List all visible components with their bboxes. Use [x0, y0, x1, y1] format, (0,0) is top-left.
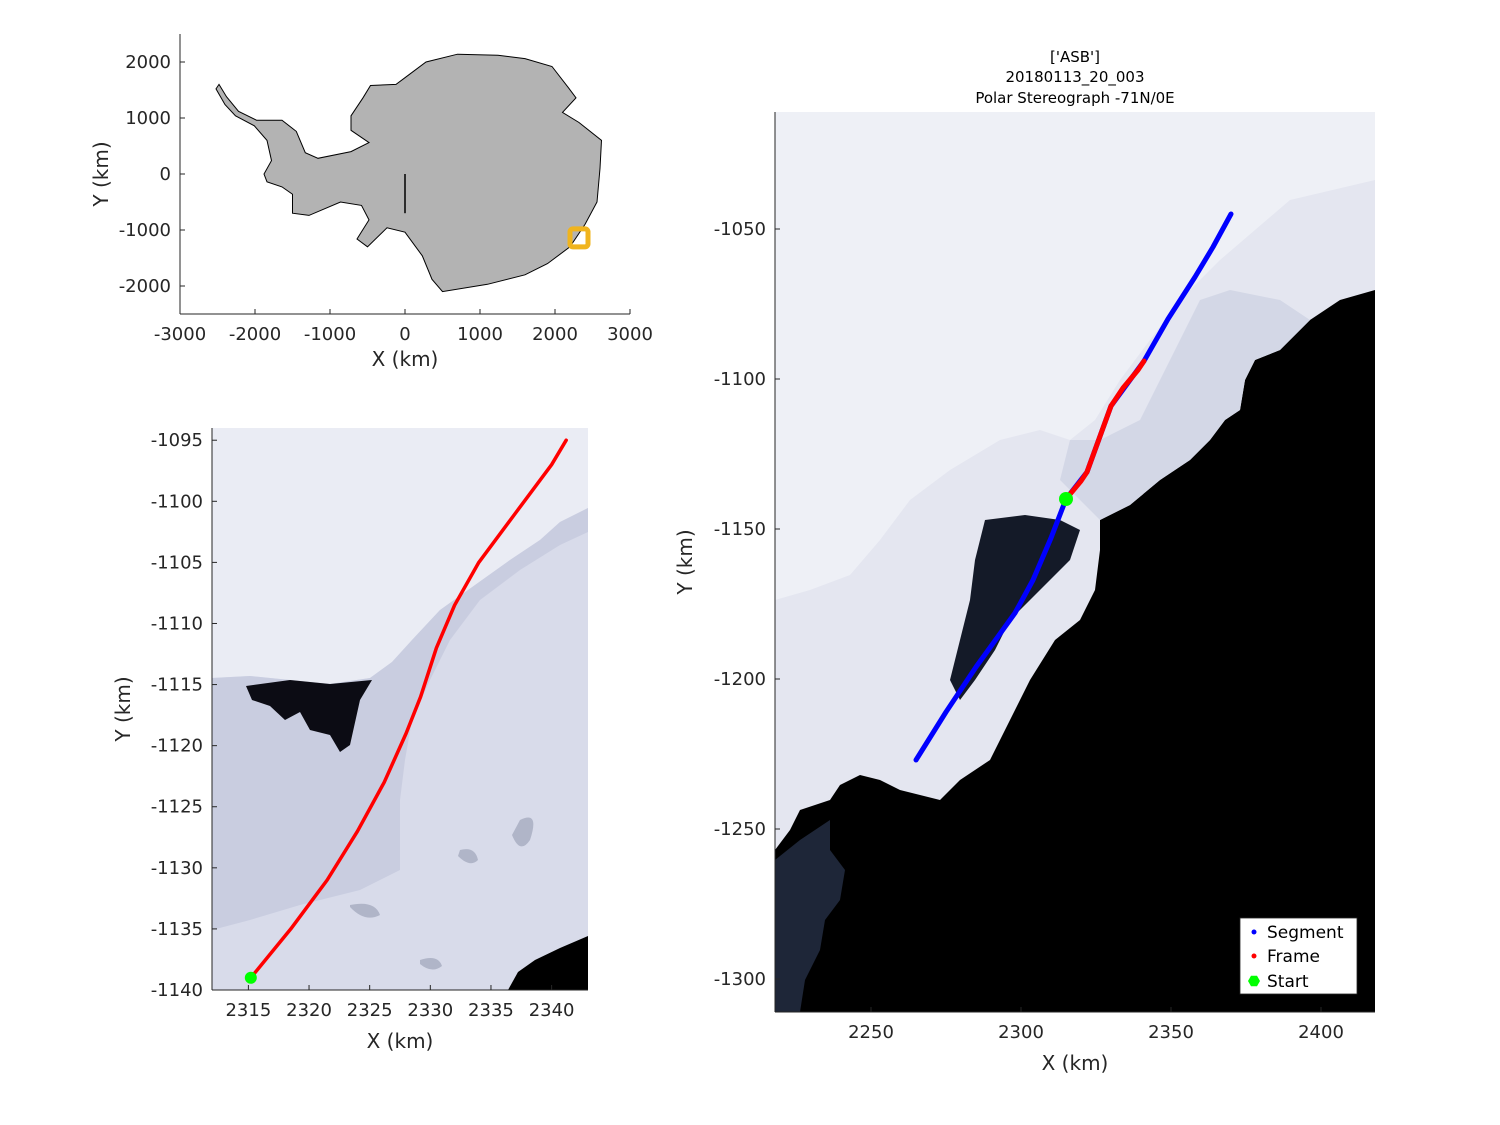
detail-open-water — [246, 680, 372, 752]
detail-x-tick-label: 2335 — [468, 1000, 514, 1021]
overview-y-tick-label: 2000 — [125, 52, 171, 73]
legend-frame-marker — [1251, 953, 1257, 959]
overview-x-ticks: -3000 -2000 -1000 0 1000 2000 3000 — [154, 309, 653, 345]
segment-map-y-tick-label: -1100 — [714, 369, 766, 390]
segment-map-x-ticks: 2250 2300 2350 2400 — [848, 1007, 1344, 1043]
legend-start-marker — [1248, 975, 1260, 987]
legend-start-label: Start — [1267, 972, 1309, 992]
detail-y-ticks: -1095 -1100 -1105 -1110 -1115 -1120 -1125 -1130… — [151, 430, 217, 1001]
segment-map-y-tick-label: -1050 — [714, 219, 766, 240]
overview-x-tick-label: -1000 — [304, 324, 356, 345]
detail-start-marker — [244, 971, 257, 984]
locator-box — [567, 226, 591, 250]
segment-map-y-tick-label: -1150 — [714, 519, 766, 540]
detail-y-tick-label: -1095 — [151, 430, 203, 451]
segment-map-axes — [774, 112, 1375, 1013]
overview-y-tick-label: -2000 — [119, 276, 171, 297]
detail-y-tick-label: -1130 — [151, 858, 203, 879]
detail-glacier-surface — [212, 428, 588, 684]
detail-y-tick-label: -1100 — [151, 491, 203, 512]
segment-map-x-label: X (km) — [1042, 1051, 1109, 1075]
detail-x-tick-label: 2330 — [407, 1000, 453, 1021]
segment-map-x-tick-label: 2300 — [998, 1022, 1044, 1043]
overview-y-tick-label: -1000 — [119, 220, 171, 241]
detail-x-tick-label: 2315 — [225, 1000, 271, 1021]
detail-x-tick-label: 2340 — [529, 1000, 575, 1021]
detail-ocean — [508, 936, 588, 990]
segment-map-y-ticks: -1050 -1100 -1150 -1200 -1250 -1300 — [714, 219, 780, 990]
overview-x-tick-label: 0 — [399, 324, 410, 345]
detail-axes — [211, 428, 588, 991]
segment-map-x-tick-label: 2250 — [848, 1022, 894, 1043]
detail-y-tick-label: -1120 — [151, 736, 203, 757]
overview-y-ticks: 2000 1000 0 -1000 -2000 — [119, 52, 185, 297]
overview-x-tick-label: 2000 — [532, 324, 578, 345]
detail-y-tick-label: -1110 — [151, 613, 203, 634]
overview-y-label: Y (km) — [89, 141, 113, 207]
frame-detail-map: 2315 2320 2325 2330 2335 2340 -1095 -1100 -1105… — [111, 428, 588, 1053]
overview-y-tick-label: 1000 — [125, 108, 171, 129]
legend: Segment Frame Start — [1239, 917, 1358, 995]
detail-y-tick-label: -1135 — [151, 919, 203, 940]
segment-map-y-tick-label: -1200 — [714, 669, 766, 690]
segment-map-coastal-water — [775, 820, 845, 1012]
detail-x-tick-label: 2320 — [286, 1000, 332, 1021]
detail-frame-track — [249, 438, 568, 980]
detail-x-label: X (km) — [367, 1029, 434, 1053]
frame-track — [1063, 358, 1147, 502]
segment-map-x-tick-label: 2350 — [1148, 1022, 1194, 1043]
segment-map-y-tick-label: -1300 — [714, 969, 766, 990]
overview-x-tick-label: -3000 — [154, 324, 206, 345]
overview-x-label: X (km) — [372, 347, 439, 371]
detail-y-label: Y (km) — [111, 676, 135, 742]
detail-y-tick-label: -1125 — [151, 797, 203, 818]
legend-segment-marker — [1251, 929, 1257, 935]
title-line-2: 20180113_20_003 — [1005, 68, 1144, 87]
detail-fractured-ice — [212, 508, 588, 930]
segment-map-glacier-tongue — [775, 112, 1375, 600]
detail-x-tick-label: 2325 — [347, 1000, 393, 1021]
detail-y-tick-label: -1140 — [151, 980, 203, 1001]
segment-map-y-label: Y (km) — [673, 529, 697, 595]
segment-map-fractured-ice — [1060, 290, 1310, 520]
overview-map: -3000 -2000 -1000 0 1000 2000 3000 2000 1000 0 -1… — [89, 34, 653, 371]
segment-map-y-tick-label: -1250 — [714, 819, 766, 840]
detail-crevasse — [350, 817, 534, 970]
legend-segment-label: Segment — [1267, 923, 1344, 943]
overview-x-tick-label: -2000 — [229, 324, 281, 345]
overview-y-tick-label: 0 — [160, 164, 171, 185]
antarctica-outline — [215, 53, 603, 293]
segment-map-x-tick-label: 2400 — [1298, 1022, 1344, 1043]
overview-x-tick-label: 1000 — [457, 324, 503, 345]
overview-x-tick-label: 3000 — [607, 324, 653, 345]
segment-map: ['ASB'] 20180113_20_003 Polar Stereograp… — [673, 48, 1375, 1075]
detail-y-tick-label: -1105 — [151, 552, 203, 573]
legend-frame-label: Frame — [1267, 947, 1320, 967]
title-line-3: Polar Stereograph -71N/0E — [975, 89, 1174, 107]
detail-y-tick-label: -1115 — [151, 675, 203, 696]
detail-x-ticks: 2315 2320 2325 2330 2335 2340 — [225, 985, 575, 1021]
start-marker — [1059, 492, 1073, 506]
title-line-1: ['ASB'] — [1050, 48, 1100, 66]
